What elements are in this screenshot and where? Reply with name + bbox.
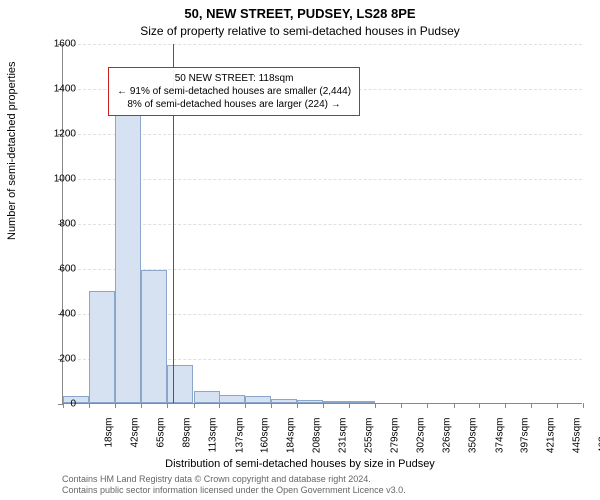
y-tick-label: 1200	[36, 129, 76, 140]
chart-footnote: Contains HM Land Registry data © Crown c…	[62, 474, 592, 496]
y-axis-label: Number of semi-detached properties	[6, 61, 18, 240]
histogram-bar	[194, 391, 220, 403]
footnote-line-2: Contains public sector information licen…	[62, 485, 592, 496]
annotation-line: ← 91% of semi-detached houses are smalle…	[117, 85, 351, 98]
chart-title-main: 50, NEW STREET, PUDSEY, LS28 8PE	[0, 6, 600, 21]
x-tick-mark	[479, 403, 480, 408]
histogram-bar	[297, 400, 323, 403]
footnote-line-1: Contains HM Land Registry data © Crown c…	[62, 474, 592, 485]
gridline	[63, 134, 582, 135]
x-tick-mark	[219, 403, 220, 408]
x-tick-mark	[271, 403, 272, 408]
gridline	[63, 44, 582, 45]
x-tick-label: 445sqm	[572, 418, 583, 468]
histogram-bar	[89, 291, 115, 404]
y-tick-label: 0	[36, 399, 76, 410]
x-tick-mark	[349, 403, 350, 408]
x-tick-label: 160sqm	[259, 418, 270, 468]
x-tick-mark	[531, 403, 532, 408]
x-tick-mark	[583, 403, 584, 408]
x-tick-label: 279sqm	[390, 418, 401, 468]
x-tick-label: 113sqm	[208, 418, 219, 468]
chart-container: 50, NEW STREET, PUDSEY, LS28 8PE Size of…	[0, 0, 600, 500]
annotation-line: 8% of semi-detached houses are larger (2…	[117, 98, 351, 111]
x-tick-label: 421sqm	[546, 418, 557, 468]
histogram-bar	[167, 365, 193, 403]
x-tick-mark	[245, 403, 246, 408]
x-tick-label: 397sqm	[519, 418, 530, 468]
x-tick-label: 255sqm	[364, 418, 375, 468]
chart-title-sub: Size of property relative to semi-detach…	[0, 24, 600, 38]
x-tick-mark	[557, 403, 558, 408]
x-tick-label: 231sqm	[337, 418, 348, 468]
x-tick-label: 89sqm	[181, 418, 192, 468]
histogram-bar	[271, 399, 297, 403]
x-tick-label: 208sqm	[312, 418, 323, 468]
histogram-bar	[245, 396, 271, 403]
x-tick-mark	[297, 403, 298, 408]
x-tick-mark	[115, 403, 116, 408]
gridline	[63, 224, 582, 225]
x-tick-label: 302sqm	[415, 418, 426, 468]
x-tick-mark	[167, 403, 168, 408]
x-tick-mark	[505, 403, 506, 408]
x-tick-mark	[427, 403, 428, 408]
x-tick-label: 42sqm	[130, 418, 141, 468]
y-tick-label: 1600	[36, 39, 76, 50]
x-tick-label: 18sqm	[104, 418, 115, 468]
x-tick-label: 65sqm	[155, 418, 166, 468]
x-tick-mark	[454, 403, 455, 408]
y-tick-label: 1400	[36, 84, 76, 95]
x-tick-label: 326sqm	[441, 418, 452, 468]
y-tick-label: 800	[36, 219, 76, 230]
annotation-line: 50 NEW STREET: 118sqm	[117, 72, 351, 85]
y-tick-label: 200	[36, 354, 76, 365]
y-tick-label: 400	[36, 309, 76, 320]
x-tick-mark	[89, 403, 90, 408]
x-tick-label: 374sqm	[494, 418, 505, 468]
histogram-bar	[141, 270, 167, 403]
x-tick-mark	[375, 403, 376, 408]
histogram-bar	[219, 395, 245, 403]
x-tick-label: 137sqm	[234, 418, 245, 468]
x-axis-label: Distribution of semi-detached houses by …	[0, 458, 600, 470]
x-tick-label: 184sqm	[286, 418, 297, 468]
y-tick-label: 600	[36, 264, 76, 275]
histogram-bar	[115, 115, 141, 403]
gridline	[63, 179, 582, 180]
x-tick-mark	[401, 403, 402, 408]
histogram-bar	[323, 401, 349, 403]
y-tick-label: 1000	[36, 174, 76, 185]
x-tick-mark	[141, 403, 142, 408]
x-tick-label: 350sqm	[468, 418, 479, 468]
annotation-box: 50 NEW STREET: 118sqm← 91% of semi-detac…	[108, 67, 360, 116]
x-tick-mark	[194, 403, 195, 408]
x-tick-mark	[323, 403, 324, 408]
histogram-bar	[349, 401, 375, 403]
